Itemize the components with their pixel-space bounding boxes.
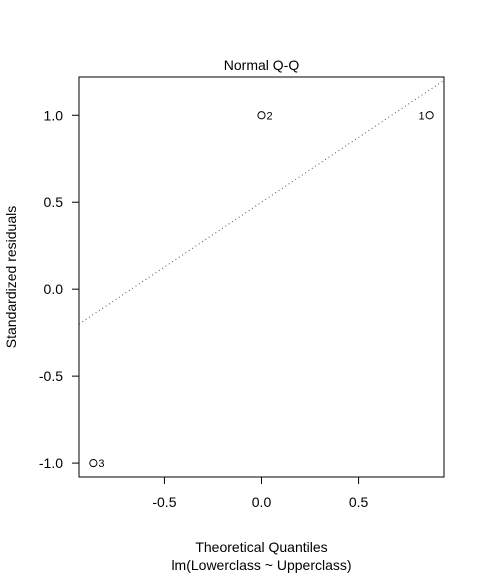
model-formula-label: lm(Lowerclass ~ Upperclass) [171,557,351,573]
x-tick-label: 0.5 [349,494,369,510]
point-labels: 1 2 3 [98,110,424,470]
residual-point [89,458,98,468]
y-axis: -1.0 -0.5 0.0 0.5 1.0 [39,107,80,471]
residual-point [257,111,266,120]
x-axis: -0.5 0.0 0.5 [152,476,369,510]
x-tick-label: 0.0 [252,494,272,510]
point-index-label: 1 [419,110,425,122]
point-index-label: 3 [98,458,104,470]
y-tick-label: 0.5 [44,194,64,210]
y-tick-label: 1.0 [44,107,64,123]
chart-title: Normal Q-Q [224,57,300,73]
point-index-label: 2 [267,110,273,122]
y-tick-label: 0.0 [44,281,64,297]
x-tick-label: -0.5 [152,494,176,510]
y-tick-label: -1.0 [39,455,63,471]
y-axis-label: Standardized residuals [3,206,19,348]
y-tick-label: -0.5 [39,368,63,384]
x-axis-label: Theoretical Quantiles [195,539,327,555]
residual-point [425,111,434,120]
data-points [89,111,434,468]
